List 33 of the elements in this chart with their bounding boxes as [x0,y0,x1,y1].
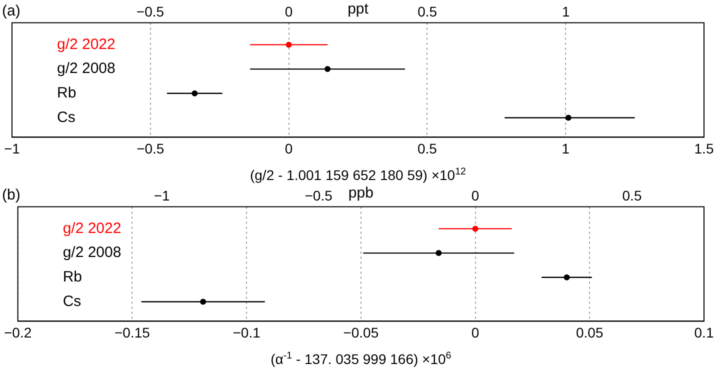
x-tick-label: −0.5 [136,140,164,156]
x2-tick-label: −0.5 [136,3,164,20]
x-tick-label: −0.2 [4,324,32,340]
y-tick-label: Rb [62,268,82,286]
x-tick-label: 0 [471,324,480,340]
x-tick-label: −0.15 [114,324,150,340]
x-tick-label: 0.1 [694,324,714,340]
y-tick-label: Cs [62,292,82,310]
x2-tick-label: 0 [284,3,293,20]
x2-tick-label: 0.5 [418,3,438,20]
x2-axis-title: ppt [348,0,370,18]
x2-tick-label: −1 [154,187,170,204]
x-tick-label: 0 [284,140,293,156]
y-tick-label: g/2 2022 [62,220,122,237]
y-tick-label: g/2 2008 [56,60,116,78]
x-tick-label: 0.5 [417,140,438,156]
y-tick-label: g/2 2008 [62,244,122,262]
x2-axis-title: ppb [348,184,374,202]
chart-title: (b) [2,186,20,204]
x2-tick-label: 0 [471,187,480,204]
x-tick-label: −0.05 [343,324,379,340]
x2-tick-label: 0.5 [622,187,642,204]
y-tick-label: Rb [56,84,76,102]
x2-tick-label: 1 [562,3,570,20]
x-tick-label: 1 [562,140,570,156]
y-tick-label: Cs [56,108,76,126]
x-tick-label: 1.5 [694,140,714,156]
chart-title: (a) [2,2,20,20]
x-tick-label: 0.05 [576,324,604,340]
x-tick-label: −1 [4,140,20,156]
x-tick-label: −0.1 [232,324,261,340]
y-tick-label: g/2 2022 [56,36,116,53]
x2-tick-label: −0.5 [304,187,333,204]
